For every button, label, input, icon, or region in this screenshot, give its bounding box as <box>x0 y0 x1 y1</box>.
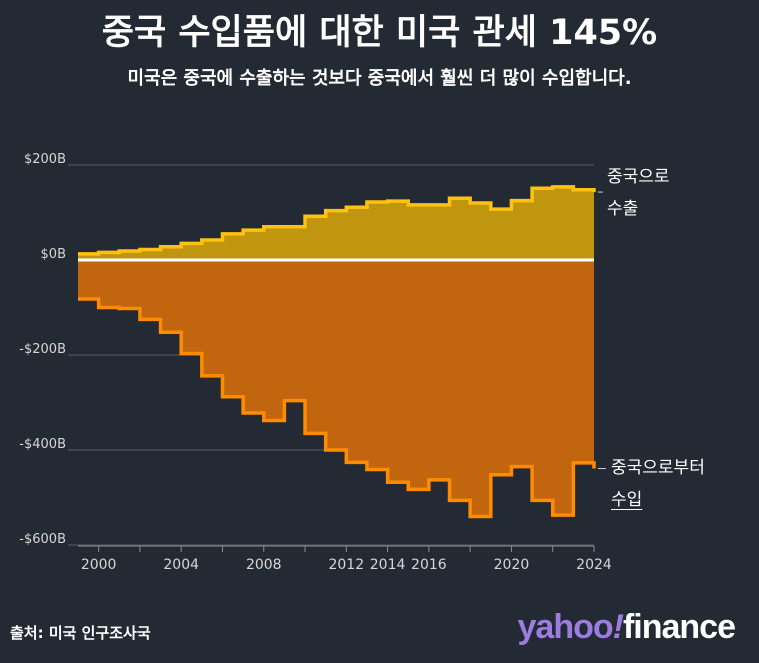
exports-line <box>78 185 596 256</box>
x-tick-label: 2020 <box>494 557 530 573</box>
imports-annotation-line2: 수입 <box>611 490 643 510</box>
chart-subtitle: 미국은 중국에 수출하는 것보다 중국에서 훨씬 더 많이 수입합니다. <box>127 68 632 89</box>
y-tick-label: -$600B <box>19 532 66 547</box>
imports-annotation: 중국으로부터 수입 <box>611 452 705 516</box>
y-tick-label: $200B <box>24 152 66 167</box>
x-tick-label: 2000 <box>81 557 117 573</box>
imports-line <box>78 297 596 519</box>
logo-yahoo: yahoo <box>517 608 614 646</box>
x-tick-label: 2008 <box>246 557 282 573</box>
exports-annotation: 중국으로 수출 <box>607 161 670 225</box>
exports-annotation-line1: 중국으로 <box>607 167 670 187</box>
x-tick-label: 2012 <box>328 557 364 573</box>
yahoo-finance-logo[interactable]: yahoo!finance <box>517 608 737 647</box>
axes: $200B $0B -$200B -$400B -$600B 2000 2004 2008 20… <box>19 152 612 573</box>
x-tick-label: 2016 <box>411 557 447 573</box>
imports-area <box>78 260 594 517</box>
y-tick-label: -$400B <box>19 437 66 452</box>
x-tick-label: 2024 <box>576 557 612 573</box>
imports-annotation-line1: 중국으로부터 <box>611 458 705 478</box>
logo-bang: ! <box>612 608 624 646</box>
x-tick-label: 2014 <box>370 557 406 573</box>
source-note: 출처: 미국 인구조사국 <box>10 624 151 642</box>
chart-title: 중국 수입품에 대한 미국 관세 145% <box>101 13 658 53</box>
x-tick-label: 2004 <box>163 557 199 573</box>
logo-finance: finance <box>622 608 736 646</box>
y-tick-label: -$200B <box>19 342 66 357</box>
exports-annotation-line2: 수출 <box>607 199 639 219</box>
y-tick-label: $0B <box>41 247 66 262</box>
series-areas <box>78 185 596 519</box>
